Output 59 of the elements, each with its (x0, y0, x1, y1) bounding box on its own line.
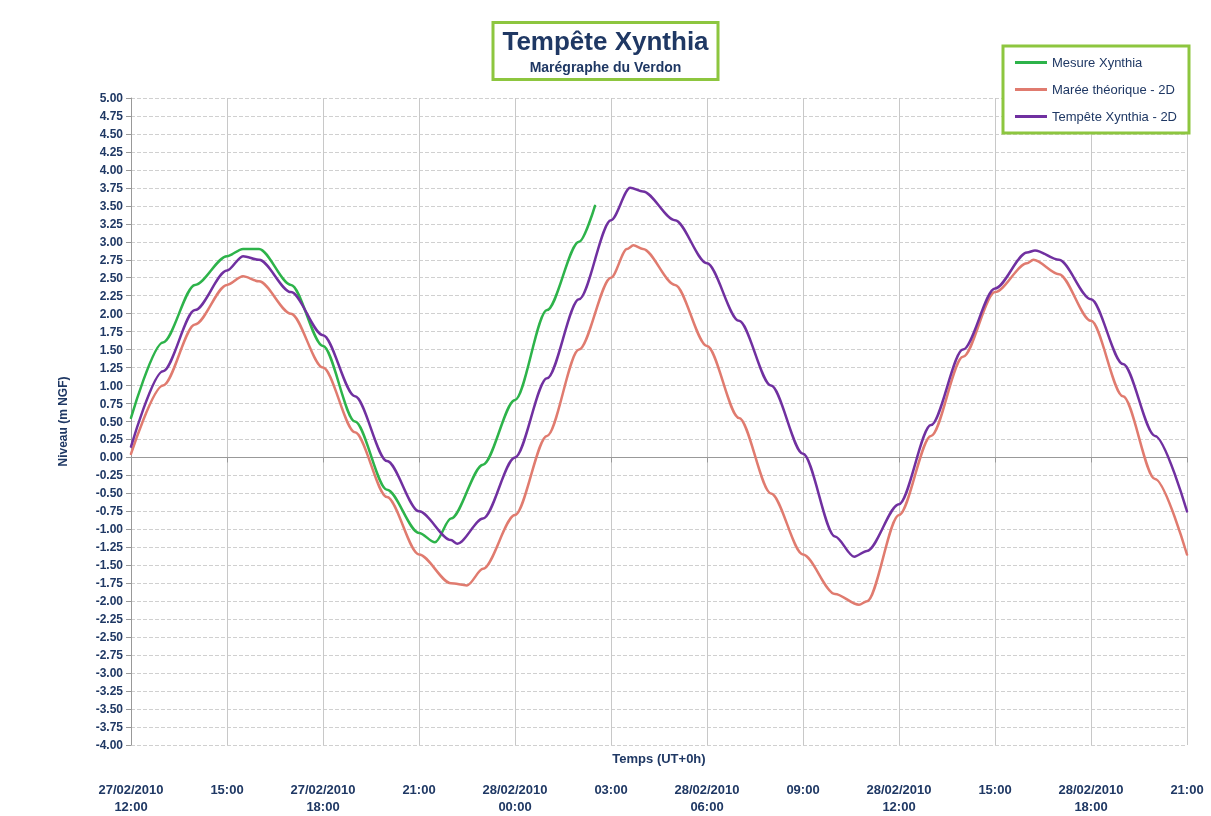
y-tick-label: -1.75 (95, 576, 124, 591)
y-tick-label: 4.00 (99, 162, 124, 177)
y-tick-label: -3.75 (95, 720, 124, 735)
y-tick-label: 3.25 (99, 216, 124, 231)
y-tick-label: -1.00 (95, 522, 124, 537)
chart-subtitle: Marégraphe du Verdon (529, 59, 682, 75)
x-tick-label: 21:00 (402, 782, 436, 797)
y-tick-label: -4.00 (95, 738, 124, 752)
y-tick-label: 5.00 (99, 91, 124, 105)
line-series (129, 186, 1189, 558)
legend-label: Mesure Xynthia (1052, 55, 1144, 70)
y-tick-label: -2.00 (95, 594, 124, 609)
y-tick-label: 1.00 (99, 378, 124, 393)
y-tick-label: -3.50 (95, 702, 124, 717)
x-tick-label: 28/02/2010 12:00 (866, 782, 932, 814)
y-tick-label: 1.50 (99, 342, 124, 357)
x-tick-label: 27/02/2010 12:00 (98, 782, 164, 814)
x-tick-label: 15:00 (210, 782, 244, 797)
y-tick-label: 2.00 (99, 306, 124, 321)
x-tick-label: 28/02/2010 00:00 (482, 782, 548, 814)
y-tick-label: 4.75 (99, 108, 124, 123)
y-tick-label: 2.25 (99, 288, 124, 303)
y-tick-label: -3.00 (95, 666, 124, 681)
y-tick-label: 0.50 (99, 414, 124, 429)
line-series (129, 204, 597, 544)
y-axis-title: Niveau (m NGF) (56, 376, 70, 467)
y-tick-label: -0.75 (95, 504, 124, 519)
legend-label: Marée théorique - 2D (1052, 82, 1175, 97)
x-tick-label: 15:00 (978, 782, 1012, 797)
y-tick-label: 0.25 (99, 432, 124, 447)
x-tick-label: 03:00 (594, 782, 628, 797)
y-tick-label: 2.50 (99, 270, 124, 285)
line-series (129, 244, 1189, 607)
y-tick-label: -2.50 (95, 630, 124, 645)
legend-label: Tempête Xynthia - 2D (1052, 109, 1178, 124)
y-tick-label: 0.00 (99, 450, 124, 465)
y-tick-label: -2.25 (95, 612, 124, 627)
x-tick-label: 21:00 (1170, 782, 1204, 797)
y-tick-label: 1.25 (99, 360, 124, 375)
y-tick-label: -2.75 (95, 648, 124, 663)
x-axis-title: Temps (UT+0h) (612, 751, 706, 766)
y-tick-label: -0.50 (95, 486, 124, 501)
y-tick-label: 0.75 (99, 396, 124, 411)
x-tick-label: 28/02/2010 06:00 (674, 782, 740, 814)
y-tick-label: 4.25 (99, 144, 124, 159)
y-tick-label: 3.00 (99, 234, 124, 249)
y-tick-label: 1.75 (99, 324, 124, 339)
y-tick-label: -1.25 (95, 540, 124, 555)
x-tick-label: 27/02/2010 18:00 (290, 782, 356, 814)
y-tick-label: 4.50 (99, 126, 124, 141)
y-tick-label: -3.25 (95, 684, 124, 699)
chart-title: Tempête Xynthia (502, 26, 710, 56)
y-tick-label: 2.75 (99, 252, 124, 267)
y-tick-label: -0.25 (95, 468, 124, 483)
y-tick-label: 3.75 (99, 180, 124, 195)
x-tick-label: 28/02/2010 18:00 (1058, 782, 1124, 814)
y-tick-label: -1.50 (95, 558, 124, 573)
y-tick-label: 3.50 (99, 198, 124, 213)
x-tick-label: 09:00 (786, 782, 820, 797)
